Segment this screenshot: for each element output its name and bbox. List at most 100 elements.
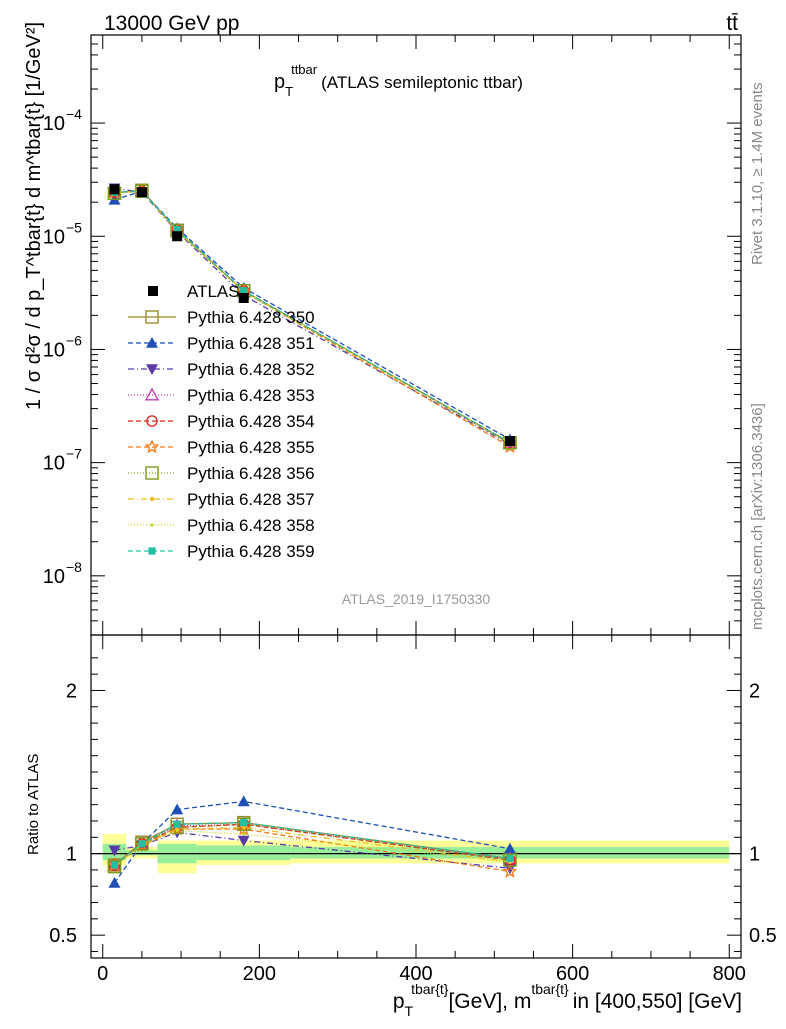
ratio-y-tick-label: 0.5 xyxy=(49,925,77,947)
ratio-point-356 xyxy=(135,837,149,851)
legend-label-350: Pythia 6.428 350 xyxy=(187,308,315,327)
x-tick-label: 0 xyxy=(97,963,108,985)
ratio-point-356 xyxy=(237,817,251,831)
series-point-359 xyxy=(173,225,181,233)
legend-entry-351: Pythia 6.428 351 xyxy=(128,334,315,353)
main-y-tick-label: 10 xyxy=(43,113,65,135)
ratio-y-tick-label: 1 xyxy=(66,844,77,866)
x-tick-label: 200 xyxy=(243,963,276,985)
legend: ATLAS Pythia 6.428 350 Pythia 6.428 351 Pyt… xyxy=(128,282,315,561)
ratio-point-358 xyxy=(175,829,179,833)
ratio-point-357 xyxy=(241,825,246,830)
x-tick-label: 600 xyxy=(556,963,589,985)
main-y-tick-label: 10 xyxy=(43,566,65,588)
legend-entry-352: Pythia 6.428 352 xyxy=(128,360,315,379)
atlas-data-point xyxy=(238,292,249,303)
atlas-data-point xyxy=(172,231,183,242)
x-axis-label: pTtbar{t}[GeV], mtbar{t}in [400,550] [Ge… xyxy=(393,981,742,1019)
main-y-axis-label: 1 / σ d²σ / d p_T^tbar{t} d m^tbar{t} [1… xyxy=(23,22,45,410)
ratio-point-351 xyxy=(237,795,250,807)
x-axis-label-sup2: tbar{t} xyxy=(531,981,569,997)
ratio-point-359 xyxy=(506,854,514,863)
main-axis-ticks: 10−810−710−610−510−4 xyxy=(43,35,741,636)
legend-marker-351 xyxy=(146,337,158,348)
ratio-point-356 xyxy=(107,859,122,874)
legend-entry-atlas: ATLAS xyxy=(148,282,240,301)
ratio-point-358 xyxy=(242,832,246,836)
legend-entry-359: Pythia 6.428 359 xyxy=(128,542,315,561)
x-axis-label-p: p xyxy=(393,990,405,1013)
plot-title-sub: T xyxy=(285,84,293,99)
ratio-band-inner xyxy=(196,845,291,861)
main-y-tick-label: 10 xyxy=(43,226,65,248)
main-series-layer xyxy=(107,183,518,454)
ratio-point-351 xyxy=(108,876,121,888)
series-line-359 xyxy=(114,190,511,444)
legend-label-358: Pythia 6.428 358 xyxy=(187,516,315,535)
ratio-y-tick-label-right: 2 xyxy=(749,680,760,702)
atlas-data-point xyxy=(136,187,147,198)
ratio-y-tick-label: 2 xyxy=(66,680,77,702)
ratio-y-tick-label-right: 0.5 xyxy=(749,925,777,947)
ratio-point-351 xyxy=(171,803,184,815)
main-y-tick-label: 10 xyxy=(43,453,65,475)
main-y-tick-exponent: −7 xyxy=(66,446,82,462)
main-y-tick-exponent: −6 xyxy=(66,332,82,348)
ratio-y-axis-label: Ratio to ATLAS xyxy=(25,754,42,855)
ratio-point-359 xyxy=(138,840,146,848)
series-point-359 xyxy=(240,287,248,295)
legend-marker-353 xyxy=(144,387,160,401)
legend-entry-358: Pythia 6.428 358 xyxy=(128,516,315,535)
x-axis-label-sub: T xyxy=(405,1003,414,1019)
legend-label-353: Pythia 6.428 353 xyxy=(187,386,315,405)
x-axis-label-mid: [GeV], m xyxy=(448,990,531,1013)
legend-marker-352 xyxy=(146,364,158,375)
analysis-label: ATLAS_2019_I1750330 xyxy=(342,591,491,607)
plot-title-sup: ttbar xyxy=(291,62,318,77)
rivet-version-label: Rivet 3.1.10, ≥ 1.4M events xyxy=(749,83,766,266)
plot-title: pTttbar(ATLAS semileptonic ttbar) xyxy=(274,62,523,99)
ratio-plot-frame xyxy=(90,634,742,959)
legend-label-351: Pythia 6.428 351 xyxy=(187,334,315,353)
ratio-point-355 xyxy=(236,821,251,836)
main-y-tick-label: 10 xyxy=(43,339,65,361)
legend-entry-350: Pythia 6.428 350 xyxy=(128,308,315,327)
legend-label-357: Pythia 6.428 357 xyxy=(187,490,315,509)
ratio-axis-ticks: 0.5 0.5 1 1 2 2 0 200 400 600 800 xyxy=(49,635,777,985)
atlas-data-point xyxy=(109,184,120,195)
legend-marker-atlas xyxy=(148,286,158,296)
x-axis-label-tail: in [400,550] [GeV] xyxy=(573,990,742,1013)
atlas-data-point xyxy=(504,436,515,447)
legend-entry-353: Pythia 6.428 353 xyxy=(128,386,315,405)
x-axis-label-sup1: tbar{t} xyxy=(411,981,449,997)
legend-marker-358 xyxy=(150,523,154,527)
legend-entry-355: Pythia 6.428 355 xyxy=(128,438,315,457)
ratio-point-352 xyxy=(237,835,250,847)
ratio-uncertainty-bands xyxy=(91,834,741,874)
plot-title-suffix: (ATLAS semileptonic ttbar) xyxy=(321,73,523,92)
ratio-point-355 xyxy=(502,863,518,878)
legend-marker-355 xyxy=(144,439,160,454)
plot-title-main: p xyxy=(274,71,285,93)
series-line-351 xyxy=(114,190,511,441)
mcplots-label: mcplots.cern.ch [arXiv:1306.3436] xyxy=(749,403,766,630)
main-y-tick-exponent: −8 xyxy=(66,559,82,575)
legend-marker-357 xyxy=(149,496,155,502)
legend-entry-354: Pythia 6.428 354 xyxy=(128,412,315,431)
legend-marker-354 xyxy=(146,415,158,427)
legend-label-354: Pythia 6.428 354 xyxy=(187,412,315,431)
legend-entry-356: Pythia 6.428 356 xyxy=(128,464,315,483)
ratio-band-inner xyxy=(126,850,158,856)
legend-label-355: Pythia 6.428 355 xyxy=(187,438,315,457)
ratio-series-layer xyxy=(107,795,518,888)
ratio-point-359 xyxy=(240,819,248,827)
collision-label: 13000 GeV pp xyxy=(104,12,239,35)
legend-marker-350 xyxy=(145,310,159,324)
legend-label-atlas: ATLAS xyxy=(187,282,240,301)
main-y-tick-exponent: −4 xyxy=(66,106,82,122)
main-y-tick-exponent: −5 xyxy=(66,219,82,235)
ratio-point-359 xyxy=(173,820,181,828)
ratio-y-tick-label-right: 1 xyxy=(749,844,760,866)
legend-marker-359 xyxy=(148,547,156,555)
